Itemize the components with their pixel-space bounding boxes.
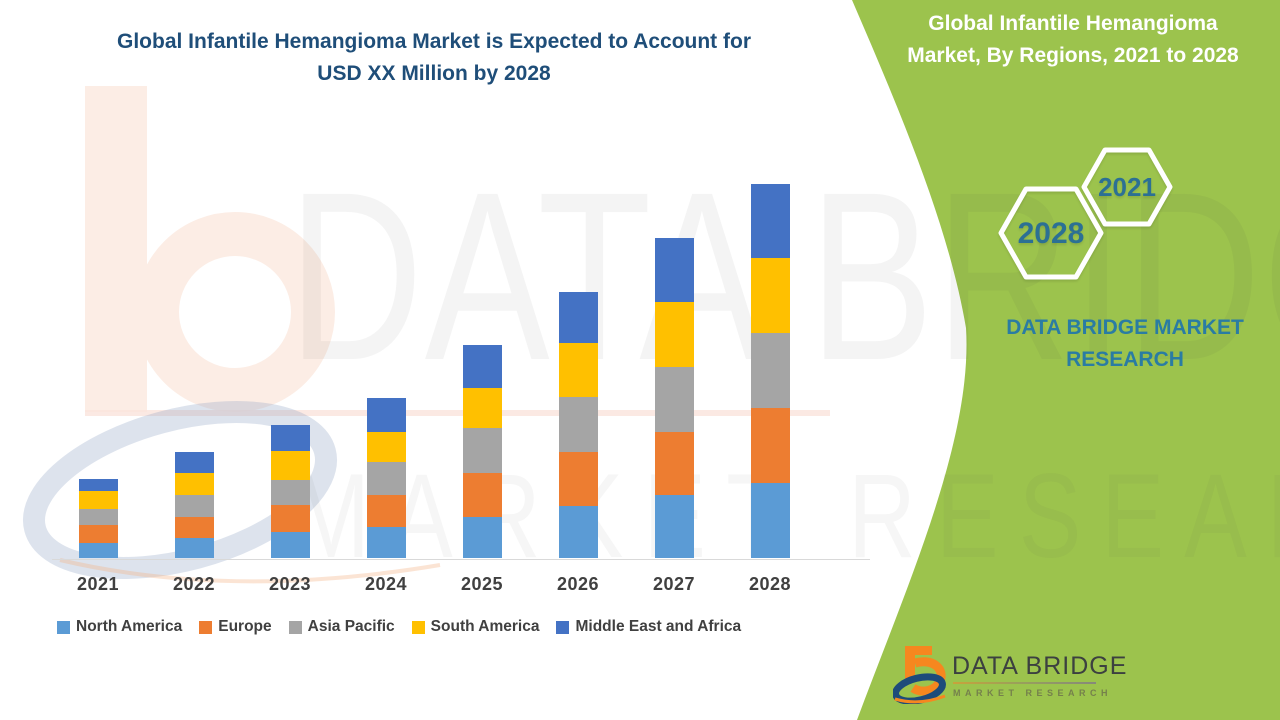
legend-item-europe: Europe — [199, 618, 272, 636]
bar-segment-2027-middle-east-and-africa — [654, 238, 694, 302]
legend-label: Asia Pacific — [307, 618, 395, 635]
chart-title: Global Infantile Hemangioma Market is Ex… — [58, 26, 810, 90]
legend-swatch — [57, 620, 70, 634]
bar-segment-2022-asia-pacific — [174, 495, 214, 517]
legend-swatch — [288, 620, 302, 634]
x-axis-label-2023: 2023 — [268, 574, 312, 594]
bar-segment-2027-europe — [654, 432, 694, 495]
bar-segment-2024-north-america — [366, 527, 406, 558]
dbmr-logo-icon — [893, 646, 946, 704]
bar-segment-2023-asia-pacific — [270, 480, 310, 505]
x-axis-label-2022: 2022 — [172, 574, 216, 594]
chart-legend: North America Europe Asia Pacific South Ame… — [57, 618, 741, 636]
bar-segment-2027-asia-pacific — [654, 367, 694, 432]
bar-segment-2025-middle-east-and-africa — [462, 345, 502, 388]
bar-segment-2021-asia-pacific — [78, 509, 118, 525]
bar-segment-2021-europe — [78, 525, 118, 543]
bar-segment-2028-south-america — [750, 258, 790, 333]
bar-segment-2027-north-america — [654, 495, 694, 558]
footer-logo-underline — [953, 682, 1096, 684]
legend-item-asia-pacific: Asia Pacific — [288, 618, 395, 636]
bar-segment-2026-south-america — [558, 343, 598, 397]
x-axis-label-2026: 2026 — [556, 574, 600, 594]
legend-label: Middle East and Africa — [575, 618, 742, 635]
bar-segment-2026-europe — [558, 452, 598, 506]
bar-segment-2022-europe — [174, 517, 214, 538]
legend-swatch — [556, 620, 570, 634]
footer-logo-subtitle: MARKET RESEARCH — [953, 688, 1113, 698]
bar-segment-2026-middle-east-and-africa — [558, 292, 598, 343]
legend-item-south-america: South America — [411, 618, 540, 636]
side-panel-title: Global Infantile Hemangioma Market, By R… — [875, 8, 1271, 72]
hexagon-2021-label: 2021 — [1098, 172, 1156, 202]
bar-segment-2021-north-america — [78, 543, 118, 558]
chart-title-line1: Global Infantile Hemangioma Market is Ex… — [117, 30, 751, 53]
footer-logo-name: DATA BRIDGE — [952, 652, 1128, 680]
legend-label: Europe — [218, 618, 272, 635]
green-panel-shape — [852, 0, 1280, 720]
bar-segment-2023-south-america — [270, 451, 310, 480]
bar-segment-2027-south-america — [654, 302, 694, 367]
logo-b-stem — [905, 646, 915, 679]
x-axis-label-2028: 2028 — [748, 574, 792, 594]
x-axis-label-2025: 2025 — [460, 574, 504, 594]
bar-segment-2025-south-america — [462, 388, 502, 428]
brand-name-line1: DATA BRIDGE MARKET — [1006, 316, 1244, 339]
logo-b-topbar — [905, 646, 932, 655]
legend-swatch — [199, 620, 213, 634]
logo-blue-swoosh — [893, 673, 946, 704]
x-axis-label-2021: 2021 — [76, 574, 120, 594]
bar-segment-2024-europe — [366, 495, 406, 527]
bar-segment-2024-asia-pacific — [366, 462, 406, 495]
bar-segment-2028-europe — [750, 408, 790, 483]
bar-segment-2025-north-america — [462, 517, 502, 558]
hexagon-2021 — [1081, 147, 1173, 227]
legend-label: South America — [430, 618, 540, 635]
bar-segment-2022-south-america — [174, 473, 214, 495]
bar-segment-2025-asia-pacific — [462, 428, 502, 473]
bar-segment-2028-asia-pacific — [750, 333, 790, 408]
bar-segment-2028-north-america — [750, 483, 790, 558]
legend-swatch — [411, 620, 425, 634]
bar-segment-2023-north-america — [270, 532, 310, 558]
x-axis-line — [52, 559, 870, 560]
bar-segment-2021-middle-east-and-africa — [78, 479, 118, 491]
bar-segment-2028-middle-east-and-africa — [750, 184, 790, 258]
bar-segment-2026-asia-pacific — [558, 397, 598, 452]
legend-label: North America — [76, 618, 183, 635]
bar-segment-2026-north-america — [558, 506, 598, 558]
x-axis-label-2024: 2024 — [364, 574, 408, 594]
bar-segment-2024-south-america — [366, 432, 406, 462]
bar-segment-2023-europe — [270, 505, 310, 532]
bar-segment-2022-middle-east-and-africa — [174, 452, 214, 473]
chart-title-line2: USD XX Million by 2028 — [317, 62, 551, 85]
brand-name-text: DATA BRIDGE MARKET RESEARCH — [985, 312, 1265, 376]
legend-item-middle-east-and-africa: Middle East and Africa — [556, 618, 741, 636]
bar-segment-2022-north-america — [174, 538, 214, 558]
x-axis-label-2027: 2027 — [652, 574, 696, 594]
bar-segment-2021-south-america — [78, 491, 118, 509]
logo-orange-arc — [894, 694, 946, 704]
brand-name-line2: RESEARCH — [1066, 348, 1184, 371]
hexagon-2028 — [998, 186, 1104, 280]
side-panel-title-line1: Global Infantile Hemangioma — [928, 12, 1218, 35]
side-panel-title-line2: Market, By Regions, 2021 to 2028 — [907, 44, 1239, 67]
bar-segment-2023-middle-east-and-africa — [270, 425, 310, 451]
legend-item-north-america: North America — [57, 618, 182, 636]
hexagon-2028-label: 2028 — [1018, 217, 1085, 250]
bar-segment-2025-europe — [462, 473, 502, 517]
